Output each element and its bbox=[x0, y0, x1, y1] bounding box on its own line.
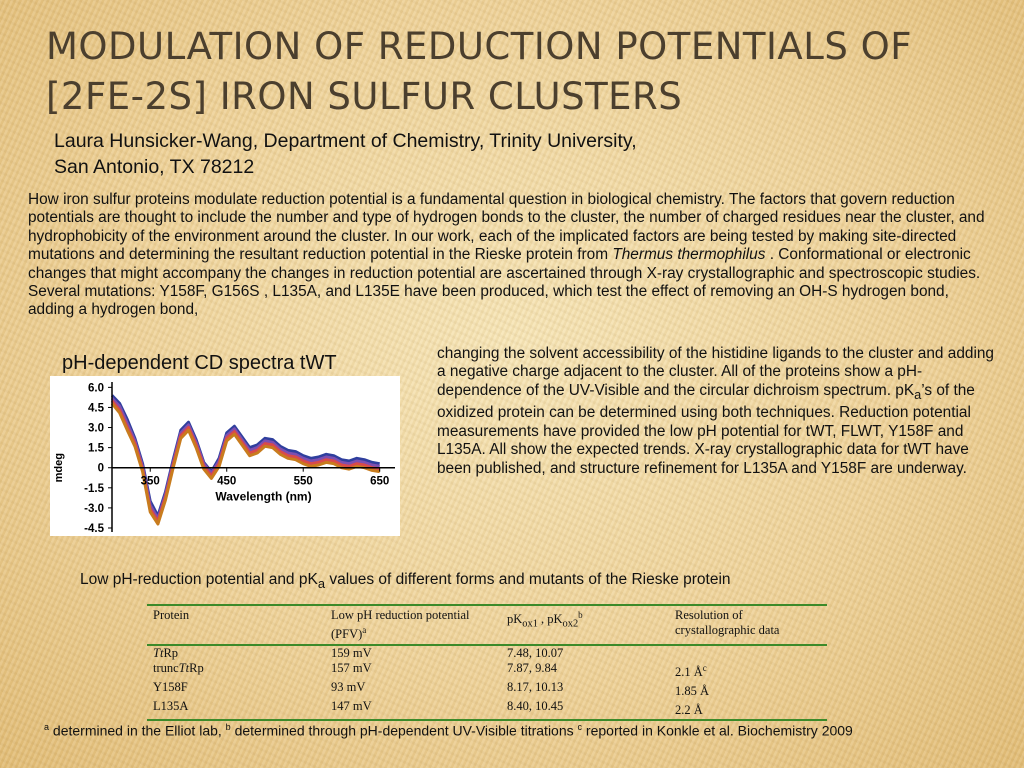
series-layer bbox=[110, 394, 380, 526]
cell-pk: 7.87, 9.84 bbox=[507, 661, 557, 676]
protein-rest: L135A bbox=[153, 699, 189, 714]
protein-rest: Rp bbox=[189, 661, 204, 676]
cd-series-line-4 bbox=[110, 402, 380, 526]
cell-potential: 147 mV bbox=[325, 699, 501, 721]
cell-resolution: 2.1 Åc bbox=[669, 661, 827, 680]
reduction-potential-table: Protein Low pH reduction potential (PFV)… bbox=[147, 603, 827, 721]
resolution-value: 2.1 Å bbox=[675, 665, 703, 680]
author-line-1: Laura Hunsicker-Wang, Department of Chem… bbox=[54, 130, 637, 152]
table-row: TtRp 159 mV 7.48, 10.07 bbox=[147, 645, 827, 661]
protein-rest: Y158F bbox=[153, 680, 188, 695]
y-axis-label: mdeg bbox=[53, 453, 65, 482]
cell-potential: 159 mV bbox=[331, 646, 372, 661]
abstract-cont-text-b: ’s of the oxidized protein can be determ… bbox=[437, 381, 975, 477]
y-tick-label: -4.5 bbox=[84, 523, 104, 535]
cell-potential: 93 mV bbox=[331, 680, 366, 695]
header-low-ph-potential: Low pH reduction potential (PFV)a bbox=[325, 603, 501, 647]
x-tick-label: 450 bbox=[217, 476, 236, 488]
y-tick-label: -1.5 bbox=[84, 483, 104, 495]
x-tick-label: 550 bbox=[294, 476, 313, 488]
table-header-row: Protein Low pH reduction potential (PFV)… bbox=[147, 603, 827, 647]
footnote-text-a: determined in the Elliot lab, bbox=[49, 722, 226, 739]
protein-italic: Tt bbox=[178, 661, 190, 676]
x-tick-label: 350 bbox=[141, 476, 160, 488]
resolution-value: 1.85 Å bbox=[675, 684, 710, 699]
y-tick-label: -3.0 bbox=[84, 503, 104, 515]
header-protein: Protein bbox=[147, 603, 325, 647]
title-line-2: [2FE-2S] IRON SULFUR CLUSTERS bbox=[46, 75, 683, 118]
cd-series-line-2 bbox=[110, 397, 380, 521]
y-tick-label: 0 bbox=[98, 463, 104, 475]
resolution-sup: c bbox=[702, 663, 707, 674]
footnote-mark-c: c bbox=[577, 722, 583, 732]
abstract-text-b: . Conformational or electronic changes t… bbox=[28, 246, 981, 319]
header-pk: pKox1 , pKox2b bbox=[501, 603, 669, 647]
table-title-subscript: a bbox=[317, 576, 326, 592]
footnote-mark-b: b bbox=[225, 722, 231, 732]
y-tick-label: 4.5 bbox=[88, 402, 105, 414]
cell-resolution bbox=[669, 645, 827, 661]
title-line-1: MODULATION OF REDUCTION POTENTIALS OF bbox=[46, 25, 913, 68]
x-axis-label: Wavelength (nm) bbox=[215, 490, 311, 504]
cell-pk: 8.17, 10.13 bbox=[507, 680, 564, 695]
cell-protein: L135A bbox=[147, 699, 325, 721]
table-title-a: Low pH-reduction potential and pK bbox=[80, 571, 318, 588]
abstract-paragraph: How iron sulfur proteins modulate reduct… bbox=[28, 191, 988, 320]
protein-italic: Tt bbox=[153, 646, 164, 661]
footnote: a determined in the Elliot lab, b determ… bbox=[44, 722, 853, 739]
cd-figure-title: pH-dependent CD spectra tWT bbox=[62, 352, 337, 374]
author-line-2: San Antonio, TX 78212 bbox=[54, 156, 255, 178]
cd-spectra-chart: 6.0 4.5 3.0 1.5 0 -1.5 -3.0 -4.5 350 450 550 650 Wa… bbox=[50, 376, 400, 536]
cell-protein: TtRp bbox=[147, 645, 325, 661]
footnote-text-b: determined through pH-dependent UV-Visib… bbox=[230, 722, 578, 739]
table-title: Low pH-reduction potential and pKa value… bbox=[80, 571, 731, 591]
table-row: L135A 147 mV 8.40, 10.45 2.2 Å bbox=[147, 699, 827, 721]
pka-subscript: a bbox=[914, 386, 922, 402]
cell-pk: 7.48, 10.07 bbox=[507, 646, 564, 661]
table-row: truncTtRp 157 mV 7.87, 9.84 2.1 Åc bbox=[147, 661, 827, 680]
cell-potential: 157 mV bbox=[331, 661, 372, 676]
footnote-text-c: reported in Konkle et al. Biochemistry 2… bbox=[582, 722, 853, 739]
cell-pk: 8.40, 10.45 bbox=[501, 699, 669, 721]
cell-protein: Y158F bbox=[147, 680, 325, 699]
y-tick-label: 6.0 bbox=[88, 382, 104, 394]
header-pk-sub1: ox1 bbox=[522, 618, 538, 630]
header-pk-sub2: ox2 bbox=[562, 618, 579, 630]
protein-prefix: trunc bbox=[153, 661, 179, 676]
cd-spectra-svg: 6.0 4.5 3.0 1.5 0 -1.5 -3.0 -4.5 350 450 550 650 Wa… bbox=[53, 382, 395, 535]
header-low-ph-text: Low pH reduction potential (PFV) bbox=[331, 608, 470, 642]
table-title-b: values of different forms and mutants of… bbox=[325, 571, 731, 588]
header-resolution: Resolution of crystallographic data bbox=[669, 603, 827, 647]
abstract-continuation: changing the solvent accessibility of th… bbox=[437, 345, 997, 478]
header-pk-mid: , pK bbox=[537, 612, 563, 627]
header-low-ph-sup: a bbox=[362, 625, 367, 635]
cell-resolution: 1.85 Å bbox=[669, 680, 827, 699]
resolution-value: 2.2 Å bbox=[675, 703, 703, 718]
cell-resolution: 2.2 Å bbox=[669, 699, 827, 721]
abstract-text-a: How iron sulfur proteins modulate reduct… bbox=[28, 191, 985, 264]
header-pk-a: pK bbox=[507, 612, 523, 627]
header-pk-sup: b bbox=[578, 610, 583, 620]
cell-protein: truncTtRp bbox=[147, 661, 325, 680]
tick-layer: 6.0 4.5 3.0 1.5 0 -1.5 -3.0 -4.5 350 450 550 650 bbox=[84, 382, 389, 535]
y-tick-label: 1.5 bbox=[88, 443, 105, 455]
abstract-cont-text-a: changing the solvent accessibility of th… bbox=[437, 345, 994, 399]
author-affiliation: Laura Hunsicker-Wang, Department of Chem… bbox=[54, 128, 637, 180]
protein-rest: Rp bbox=[163, 646, 179, 661]
x-tick-label: 650 bbox=[370, 476, 389, 488]
slide-title: MODULATION OF REDUCTION POTENTIALS OF [2F… bbox=[46, 22, 1006, 122]
abstract-species-name: Thermus thermophilus bbox=[612, 246, 766, 264]
y-tick-label: 3.0 bbox=[88, 423, 104, 435]
table-row: Y158F 93 mV 8.17, 10.13 1.85 Å bbox=[147, 680, 827, 699]
footnote-mark-a: a bbox=[44, 722, 50, 732]
